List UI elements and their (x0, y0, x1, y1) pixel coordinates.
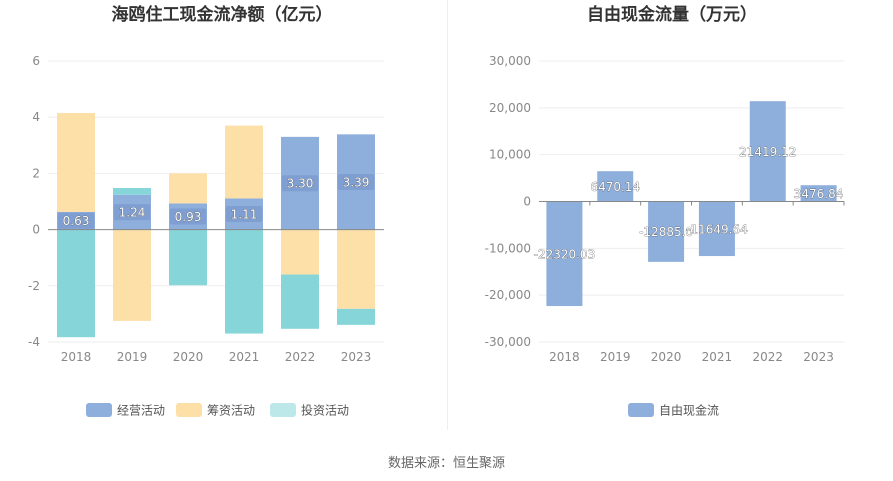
x-tick-label: 2023 (803, 350, 834, 364)
x-tick-label: 2018 (549, 350, 580, 364)
bar (800, 185, 837, 202)
x-tick-label: 2022 (285, 350, 316, 364)
legend-label: 投资活动 (301, 403, 349, 418)
panel-divider (447, 0, 448, 430)
y-tick-label: 30,000 (489, 54, 531, 68)
data-label-bg (281, 175, 319, 192)
bar-segment (281, 229, 319, 275)
data-label: -12885.0 (639, 225, 693, 239)
y-tick-label: -30,000 (485, 335, 531, 349)
y-tick-label: 0 (32, 223, 40, 237)
cashflow-net-chart-panel: 海鸥住工现金流净额（亿元） -4 -2 0 2 4 6 2018 2019 2020 2021 202… (0, 0, 445, 430)
legend-swatch (628, 403, 654, 417)
bar (698, 201, 735, 257)
x-tick-label: 2021 (702, 350, 733, 364)
x-tick-label: 2018 (61, 350, 92, 364)
free-cashflow-chart: 自由现金流量（万元） -30,000 -20,000 -10,000 0 10,000 20… (485, 4, 845, 418)
x-tick-label: 2021 (229, 350, 260, 364)
bar-segment (57, 112, 95, 212)
legend-swatch (176, 403, 202, 417)
data-label: 21419.12 (739, 145, 796, 159)
y-tick-label: 2 (32, 166, 40, 180)
y-tick-label: 4 (32, 110, 40, 124)
legend-swatch (86, 403, 112, 417)
chart-title: 海鸥住工现金流净额（亿元） (112, 4, 333, 25)
data-label: -11649.64 (686, 222, 748, 236)
y-tick-label: -4 (28, 335, 40, 349)
bar-segment (169, 173, 207, 204)
chart-title: 自由现金流量（万元） (587, 4, 757, 25)
cashflow-net-chart: 海鸥住工现金流净额（亿元） -4 -2 0 2 4 6 2018 2019 2020 2021 202… (28, 4, 384, 418)
bar-segment (337, 308, 375, 325)
data-label: -22320.03 (534, 247, 596, 261)
bar (546, 201, 583, 307)
data-label: 1.24 (119, 206, 146, 220)
y-tick-label: -2 (28, 279, 40, 293)
legend-label: 自由现金流 (659, 403, 719, 418)
bar-segment (225, 229, 263, 334)
data-label: 3.39 (343, 175, 370, 189)
data-label-bg (113, 204, 151, 221)
data-source: 数据来源：恒生聚源 (387, 456, 505, 471)
x-tick-label: 2022 (752, 350, 783, 364)
y-tick-label: 6 (32, 54, 40, 68)
bar-segment (281, 274, 319, 329)
data-label-bg (225, 206, 263, 223)
y-tick-label: 20,000 (489, 101, 531, 115)
y-tick-label: 10,000 (489, 148, 531, 162)
free-cashflow-chart-panel: 自由现金流量（万元） -30,000 -20,000 -10,000 0 10,000 20… (448, 0, 893, 430)
x-tick-label: 2020 (651, 350, 682, 364)
data-label: 3476.84 (794, 187, 844, 201)
data-label: 3.30 (287, 177, 314, 191)
x-tick-label: 2019 (117, 350, 148, 364)
bar-segment (57, 229, 95, 338)
legend-swatch (270, 403, 296, 417)
data-label-bg (169, 208, 207, 225)
legend-label: 经营活动 (117, 404, 165, 418)
x-tick-label: 2020 (173, 350, 204, 364)
bar-segment (337, 229, 375, 309)
y-tick-label: -10,000 (485, 241, 531, 255)
bar (597, 171, 634, 202)
bar-segment (169, 229, 207, 286)
bar-segment (225, 125, 263, 199)
bar-segment (113, 188, 151, 195)
x-tick-label: 2023 (341, 350, 372, 364)
x-tick-label: 2019 (600, 350, 631, 364)
data-label: 0.93 (175, 210, 202, 224)
y-tick-label: -20,000 (485, 288, 531, 302)
legend-label: 筹资活动 (207, 404, 255, 418)
data-label: 0.63 (63, 214, 90, 228)
bar (749, 101, 786, 202)
data-label-bg (57, 212, 95, 229)
data-label: 6470.14 (590, 180, 640, 194)
data-label-bg (337, 173, 375, 190)
y-tick-label: 0 (523, 195, 531, 209)
bar-segment (113, 229, 151, 321)
bar (648, 201, 685, 262)
data-label: 1.11 (231, 208, 258, 222)
